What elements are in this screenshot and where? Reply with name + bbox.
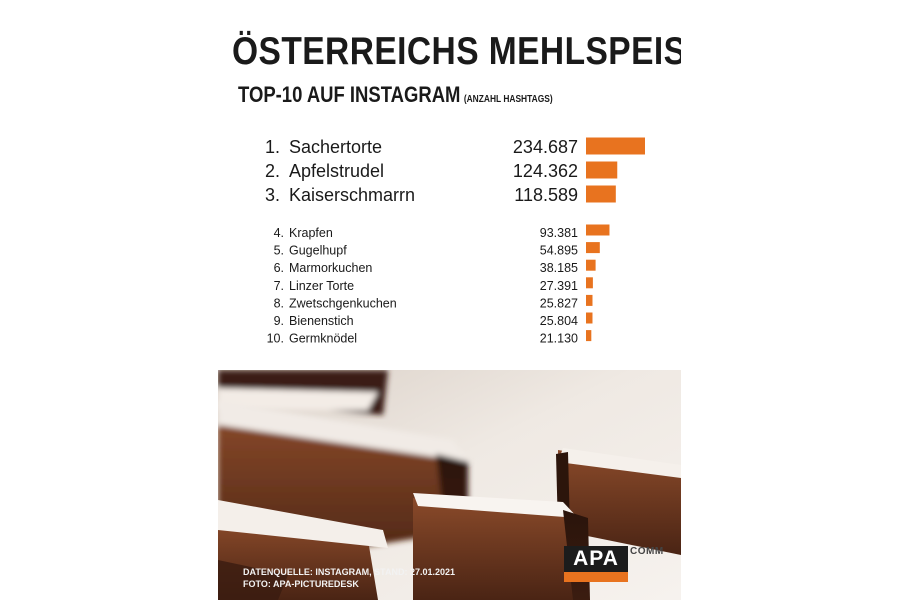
value-label: 234.687 — [513, 137, 578, 157]
category-label: Sachertorte — [289, 137, 382, 157]
bar — [586, 277, 593, 289]
value-label: 54.895 — [540, 244, 578, 258]
value-label: 93.381 — [540, 226, 578, 240]
sachertorte-photo — [218, 370, 681, 600]
value-label: 27.391 — [540, 279, 578, 293]
category-label: Linzer Torte — [289, 279, 354, 293]
subtitle-main: TOP-10 AUF INSTAGRAM — [238, 82, 461, 107]
infographic-card: ÖSTERREICHS MEHLSPEISEN TOP-10 AUF INSTA… — [218, 0, 681, 600]
rank-label: 3. — [265, 185, 280, 205]
bar — [586, 330, 592, 342]
rank-label: 8. — [274, 296, 284, 310]
value-label: 25.804 — [540, 314, 578, 328]
subtitle: TOP-10 AUF INSTAGRAM (ANZAHL HASHTAGS) — [238, 82, 553, 108]
rank-label: 6. — [274, 261, 284, 275]
category-label: Apfelstrudel — [289, 161, 384, 181]
bar — [586, 259, 596, 271]
page-title: ÖSTERREICHS MEHLSPEISEN — [232, 30, 681, 73]
value-label: 21.130 — [540, 332, 578, 346]
value-label: 25.827 — [540, 296, 578, 310]
apa-logo: APA — [564, 546, 628, 582]
ranking-bar-chart: 1. Sachertorte 234.687 2. Apfelstrudel 124.36… — [265, 137, 645, 346]
bar — [586, 312, 593, 324]
rank-label: 2. — [265, 161, 280, 181]
rank-label: 9. — [274, 314, 284, 328]
bar — [586, 242, 600, 254]
category-label: Germknödel — [289, 332, 357, 346]
bar — [586, 294, 593, 306]
category-label: Krapfen — [289, 226, 333, 240]
bar — [586, 161, 618, 179]
value-label: 38.185 — [540, 261, 578, 275]
value-label: 118.589 — [514, 185, 578, 205]
category-label: Marmorkuchen — [289, 261, 372, 275]
rank-label: 10. — [267, 332, 284, 346]
logo-accent-bar — [564, 572, 628, 582]
category-label: Bienenstich — [289, 314, 354, 328]
bar — [586, 137, 645, 155]
source-line-2: FOTO: APA-PICTUREDESK — [243, 579, 359, 589]
rank-label: 1. — [265, 137, 280, 157]
category-label: Zwetschgenkuchen — [289, 296, 397, 310]
subtitle-note: (ANZAHL HASHTAGS) — [463, 94, 553, 105]
rank-label: 7. — [274, 279, 284, 293]
bar — [586, 224, 610, 236]
logo-suffix: COMM — [630, 546, 664, 557]
bar — [586, 185, 616, 203]
source-note: DATENQUELLE: INSTAGRAM, STAND: 27.01.202… — [243, 566, 455, 590]
rank-label: 5. — [274, 244, 284, 258]
source-line-1: DATENQUELLE: INSTAGRAM, STAND: 27.01.202… — [243, 567, 456, 577]
rank-label: 4. — [274, 226, 284, 240]
value-label: 124.362 — [513, 161, 578, 181]
logo-brand: APA — [573, 547, 619, 570]
category-label: Gugelhupf — [289, 244, 347, 258]
category-label: Kaiserschmarrn — [289, 185, 415, 205]
